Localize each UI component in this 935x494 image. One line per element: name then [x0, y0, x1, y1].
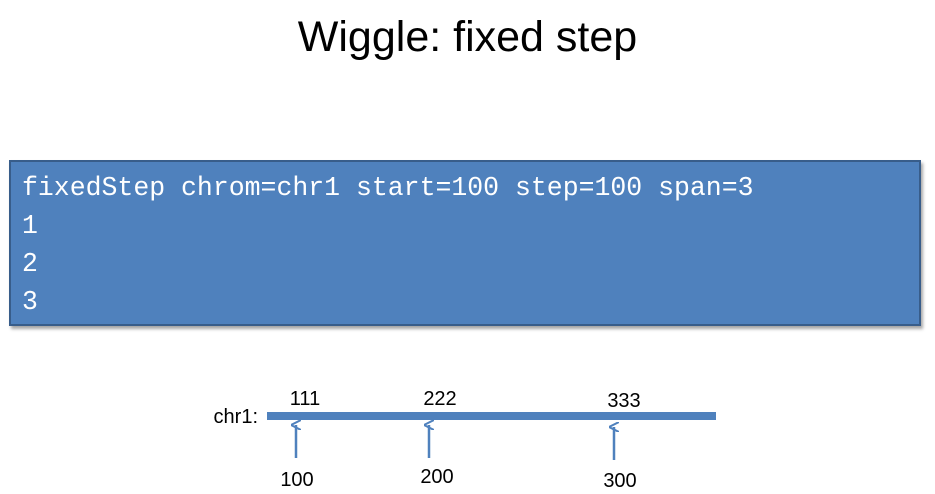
- code-value-line: 1: [22, 211, 38, 241]
- code-value-line: 2: [22, 249, 38, 279]
- code-value-line: 3: [22, 287, 38, 317]
- marker-position-label: 100: [280, 469, 313, 491]
- marker-value-label: 333: [607, 390, 640, 412]
- marker-position-label: 300: [603, 470, 636, 492]
- chrom-label: chr1:: [214, 406, 258, 428]
- marker-position-label: 200: [420, 466, 453, 488]
- chromosome-bar: [267, 412, 716, 420]
- slide-title: Wiggle: fixed step: [297, 13, 638, 61]
- marker-value-label: 111: [290, 388, 320, 410]
- marker-value-label: 222: [423, 388, 456, 410]
- code-block: fixedStep chrom=chr1 start=100 step=100 …: [9, 160, 921, 326]
- code-header-line: fixedStep chrom=chr1 start=100 step=100 …: [22, 173, 754, 203]
